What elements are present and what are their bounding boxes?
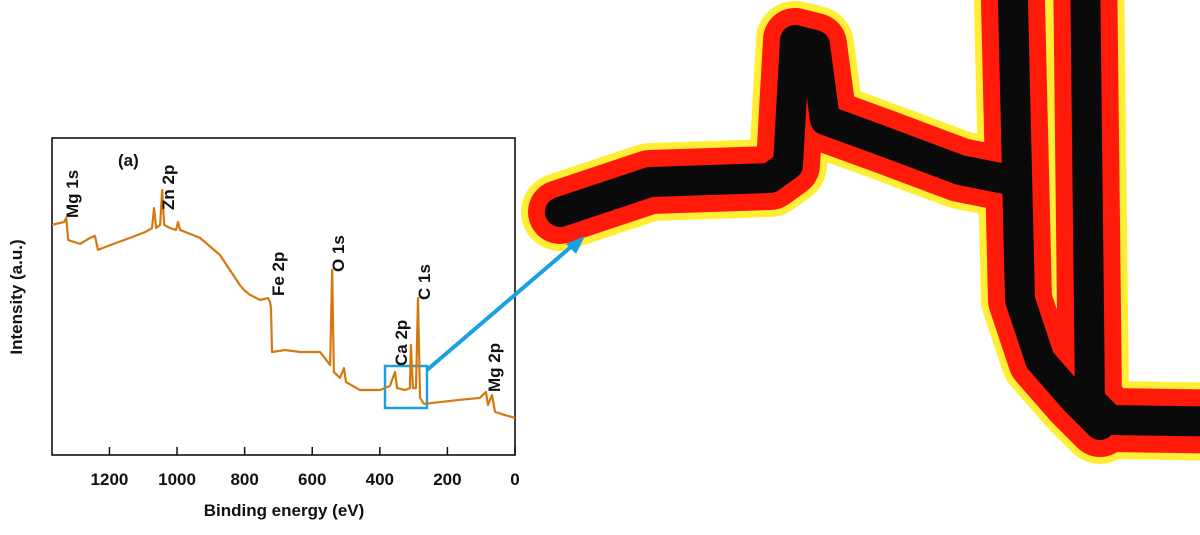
zoom-arrow	[425, 244, 574, 372]
x-tick-label: 0	[510, 470, 519, 489]
x-tick-label: 200	[433, 470, 461, 489]
peak-label: Mg 2p	[485, 343, 504, 392]
x-tick-label: 400	[366, 470, 394, 489]
x-tick-label: 1200	[91, 470, 129, 489]
y-axis-label: Intensity (a.u.)	[7, 239, 26, 354]
peak-label: C 1s	[415, 264, 434, 300]
spectrum-line	[51, 188, 516, 419]
panel-label: (a)	[118, 151, 139, 170]
x-tick-label: 1000	[158, 470, 196, 489]
peak-label: Mg 1s	[63, 170, 82, 218]
x-axis-label: Binding energy (eV)	[204, 501, 365, 520]
x-tick-label: 600	[298, 470, 326, 489]
peak-label: O 1s	[329, 235, 348, 272]
zoom-view	[521, 0, 1200, 464]
peak-label: Ca 2p	[392, 320, 411, 366]
x-tick-label: 800	[230, 470, 258, 489]
peak-label: Zn 2p	[159, 165, 178, 210]
zoom-line	[545, 0, 1200, 440]
zoom-arrowhead	[566, 236, 585, 254]
peak-label: Fe 2p	[269, 252, 288, 296]
